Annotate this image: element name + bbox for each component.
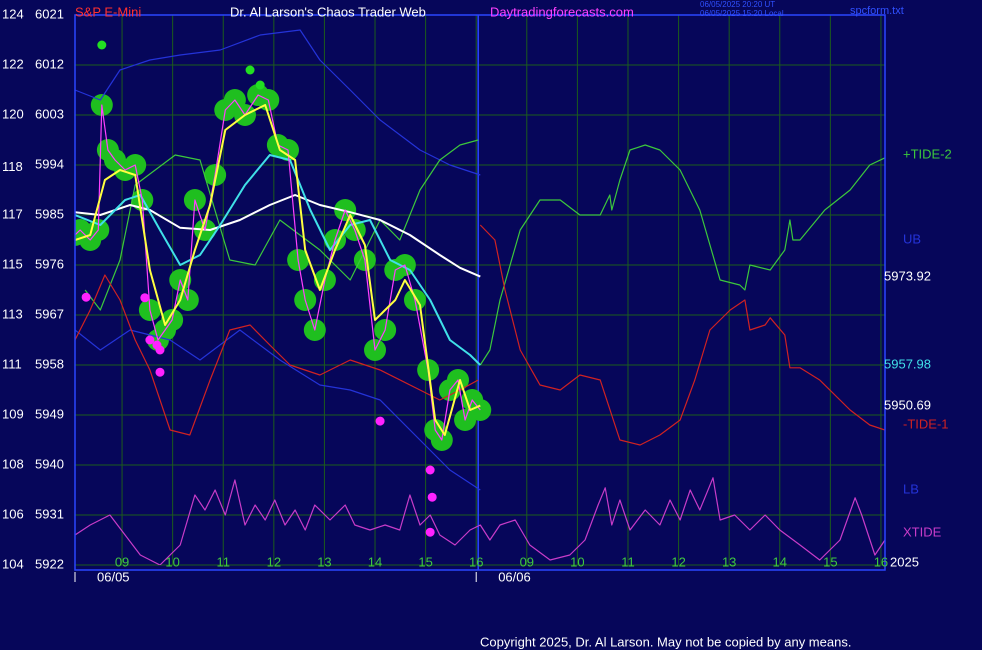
x-tick-label: 15 <box>418 554 432 569</box>
x-tick-label: 10 <box>570 554 584 569</box>
y-tick-label: 6012 <box>35 56 64 71</box>
y-tick-label: 5976 <box>35 256 64 271</box>
x-tick-label: 10 <box>165 554 179 569</box>
x-tick-label: 16 <box>469 554 483 569</box>
chart-title: Dr. Al Larson's Chaos Trader Web <box>230 4 426 19</box>
y2-tick-label: 113 <box>2 306 23 321</box>
point <box>427 492 437 502</box>
x-tick-label: 16 <box>874 554 888 569</box>
plot-frame <box>74 14 886 571</box>
series-line <box>75 477 885 565</box>
y-tick-label: 6003 <box>35 106 64 121</box>
x-tick-label: 12 <box>267 554 281 569</box>
copyright: Copyright 2025, Dr. Al Larson. May not b… <box>480 634 851 649</box>
y-tick-label: 5922 <box>35 556 64 571</box>
labels: 5922 5931 5940 5949 5958 5967 5976 5985 5994 6003… <box>2 6 952 584</box>
date-label: 06/06 <box>498 569 531 584</box>
timestamp: 06/05/2025 15:20 Local <box>700 9 784 18</box>
y2-tick-label: 124 <box>2 6 24 21</box>
x-tick-label: 11 <box>216 554 230 569</box>
series-line <box>75 154 482 366</box>
y2-tick-label: 111 <box>2 357 22 372</box>
series-line <box>75 224 885 446</box>
x-tick-label: 14 <box>773 554 787 569</box>
x-tick-label: 15 <box>823 554 837 569</box>
y2-tick-label: 117 <box>2 206 23 221</box>
series-line <box>84 139 885 366</box>
point <box>255 80 265 90</box>
end-value-label: 5957.98 <box>884 356 931 371</box>
date-label: 06/05 <box>97 569 130 584</box>
y-tick-label: 5985 <box>35 206 64 221</box>
legend-label: XTIDE <box>903 524 942 539</box>
legend-label: +TIDE-2 <box>903 146 952 161</box>
year: 2025 <box>890 554 919 569</box>
plot-area <box>75 29 885 565</box>
point <box>155 367 165 377</box>
legend-label: UB <box>903 231 921 246</box>
series-line <box>75 94 481 441</box>
point <box>97 40 107 50</box>
y-tick-label: 5994 <box>35 156 64 171</box>
y2-tick-label: 108 <box>2 456 24 471</box>
series-line <box>75 104 481 436</box>
y2-tick-label: 106 <box>2 506 24 521</box>
y2-tick-label: 120 <box>2 107 24 122</box>
point <box>81 292 91 302</box>
end-value-label: 5950.69 <box>884 397 931 412</box>
y2-tick-label: 104 <box>2 556 24 571</box>
x-tick-label: 09 <box>115 554 129 569</box>
y2-tick-label: 115 <box>2 256 23 271</box>
point <box>140 293 150 303</box>
series-line <box>75 329 481 491</box>
legend-label: LB <box>903 481 919 496</box>
symbol: S&P E-Mini <box>75 4 141 19</box>
y-tick-label: 5958 <box>35 356 64 371</box>
y-tick-label: 5940 <box>35 456 64 471</box>
x-tick-label: 13 <box>317 554 331 569</box>
x-tick-label: 12 <box>671 554 685 569</box>
point <box>245 65 255 75</box>
x-tick-label: 13 <box>722 554 736 569</box>
y2-tick-label: 122 <box>2 56 24 71</box>
x-tick-label: 14 <box>368 554 382 569</box>
x-tick-label: 11 <box>621 554 635 569</box>
y-tick-label: 5949 <box>35 406 64 421</box>
y-tick-label: 5931 <box>35 506 64 521</box>
point <box>375 416 385 426</box>
y-tick-label: 6021 <box>35 6 64 21</box>
series-line <box>75 29 481 176</box>
end-value-label: 5973.92 <box>884 268 931 283</box>
point <box>425 465 435 475</box>
file-name: spcform.txt <box>850 5 904 17</box>
y2-tick-label: 109 <box>2 407 24 422</box>
y2-tick-label: 118 <box>2 159 23 174</box>
timestamp: 06/05/2025 20:20 UT <box>700 0 775 9</box>
point <box>155 345 165 355</box>
y-tick-label: 5967 <box>35 306 64 321</box>
point <box>145 335 155 345</box>
x-tick-label: 09 <box>520 554 534 569</box>
legend-label: -TIDE-1 <box>903 416 949 431</box>
site: Daytradingforecasts.com <box>490 4 634 19</box>
point <box>425 527 435 537</box>
